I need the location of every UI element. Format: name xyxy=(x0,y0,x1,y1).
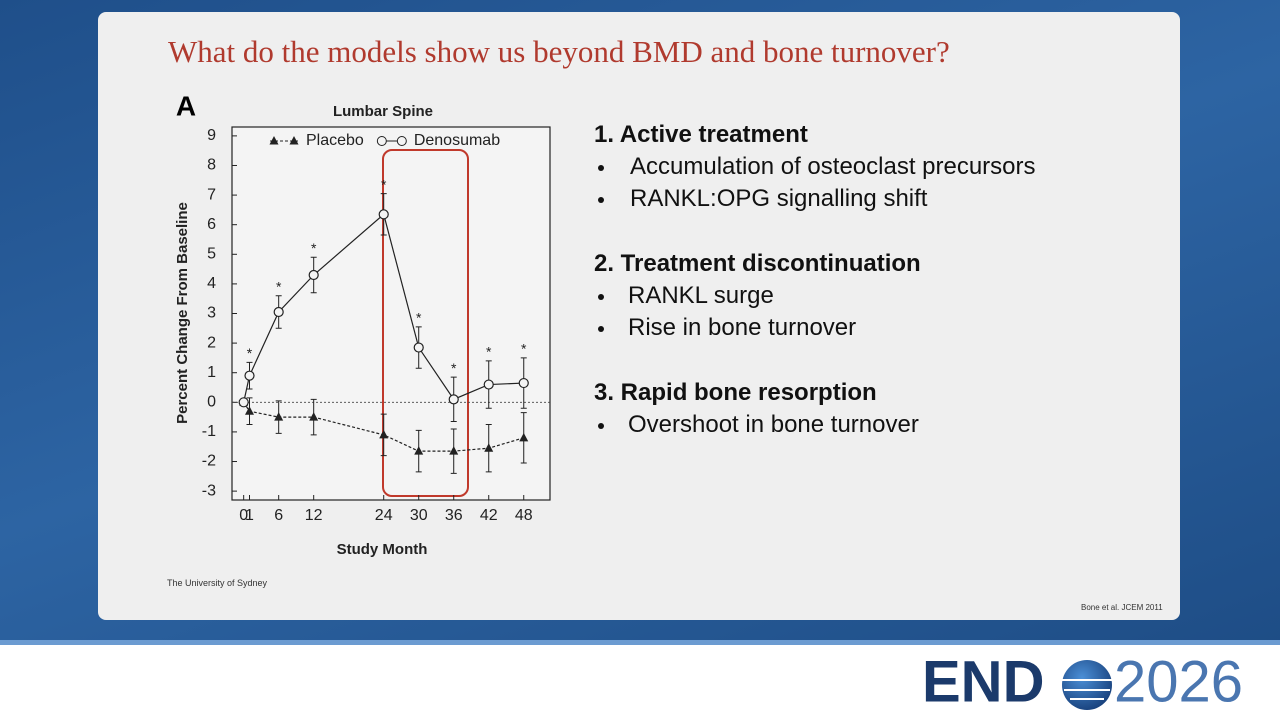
x-tick-label: 6 xyxy=(274,507,283,524)
x-tick-label: 42 xyxy=(480,507,498,524)
data-point xyxy=(378,209,389,220)
data-point xyxy=(274,412,284,421)
legend-marker xyxy=(376,136,387,146)
y-axis-label: Percent Change From Baseline xyxy=(174,202,191,424)
y-tick-label: 4 xyxy=(207,275,216,292)
citation: Bone et al. JCEM 2011 xyxy=(1081,603,1163,612)
legend-marker xyxy=(269,136,279,145)
significance-mark: * xyxy=(486,344,492,360)
significance-mark: * xyxy=(247,345,253,361)
x-tick-label: 48 xyxy=(515,507,533,524)
data-point xyxy=(448,394,459,405)
legend-label: Denosumab xyxy=(414,132,500,149)
bullet-text: 1. Active treatment Accumulation of osteo… xyxy=(594,118,1154,473)
slide-title: What do the models show us beyond BMD an… xyxy=(168,34,950,69)
y-tick-label: -3 xyxy=(202,482,216,499)
x-tick-label: 0 xyxy=(239,507,248,524)
significance-mark: * xyxy=(521,341,527,357)
x-tick-label: 24 xyxy=(375,507,393,524)
data-point xyxy=(244,370,255,381)
section-heading: 2. Treatment discontinuation xyxy=(594,250,921,277)
data-point xyxy=(484,443,494,452)
bullet: Rise in bone turnover xyxy=(594,312,1154,344)
x-tick-label: 30 xyxy=(410,507,428,524)
section: 3. Rapid bone resorption Overshoot in bon… xyxy=(594,376,1154,441)
x-tick-label: 12 xyxy=(305,507,323,524)
logo-globe xyxy=(1062,660,1112,710)
section: 1. Active treatment Accumulation of osteo… xyxy=(594,118,1154,215)
data-point xyxy=(483,379,494,390)
data-point xyxy=(449,446,459,455)
y-tick-label: 6 xyxy=(207,216,216,233)
bullet: RANKL:OPG signalling shift xyxy=(594,183,1154,215)
significance-mark: * xyxy=(451,360,457,376)
legend-marker xyxy=(289,136,299,145)
data-point xyxy=(413,342,424,353)
y-tick-label: 2 xyxy=(207,334,216,351)
panel-letter: A xyxy=(176,90,196,121)
logo-globe-lines xyxy=(1062,679,1112,700)
y-tick-label: 5 xyxy=(207,246,216,263)
data-point xyxy=(238,397,249,408)
bullet: RANKL surge xyxy=(594,280,1154,312)
significance-mark: * xyxy=(311,240,317,256)
significance-mark: * xyxy=(381,176,387,192)
legend-label: Placebo xyxy=(306,132,364,149)
data-point xyxy=(379,429,389,439)
logo-text: END xyxy=(922,649,1044,714)
y-tick-label: 7 xyxy=(207,186,216,203)
bullet: Overshoot in bone turnover xyxy=(594,409,1154,441)
data-point xyxy=(519,432,529,442)
x-tick-label: 1 xyxy=(245,507,254,524)
significance-mark: * xyxy=(416,310,422,326)
data-point xyxy=(309,412,319,421)
bullet: Accumulation of osteoclast precursors xyxy=(594,151,1154,183)
x-axis-label: Study Month xyxy=(337,541,428,558)
section: 2. Treatment discontinuation RANKL surge R… xyxy=(594,247,1154,344)
x-tick-label: 36 xyxy=(445,507,463,524)
section-heading: 3. Rapid bone resorption xyxy=(594,379,877,406)
legend-marker xyxy=(396,136,407,146)
data-point xyxy=(273,306,284,318)
y-tick-label: 3 xyxy=(207,305,216,322)
y-tick-label: -2 xyxy=(202,453,216,470)
highlight-box xyxy=(382,149,469,497)
section-heading: 1. Active treatment xyxy=(594,121,808,148)
y-tick-label: 0 xyxy=(207,394,216,411)
significance-mark: * xyxy=(276,278,282,294)
y-tick-label: -1 xyxy=(202,423,216,440)
data-point xyxy=(245,406,255,415)
logo-year: 2026 xyxy=(1114,649,1243,714)
source: The University of Sydney xyxy=(167,578,268,588)
y-tick-label: 8 xyxy=(207,157,216,174)
data-point xyxy=(414,446,424,455)
chart-title: Lumbar Spine xyxy=(333,103,433,120)
data-point xyxy=(518,377,529,389)
y-tick-label: 1 xyxy=(207,364,216,381)
y-tick-label: 9 xyxy=(207,127,216,144)
data-point xyxy=(308,269,319,281)
